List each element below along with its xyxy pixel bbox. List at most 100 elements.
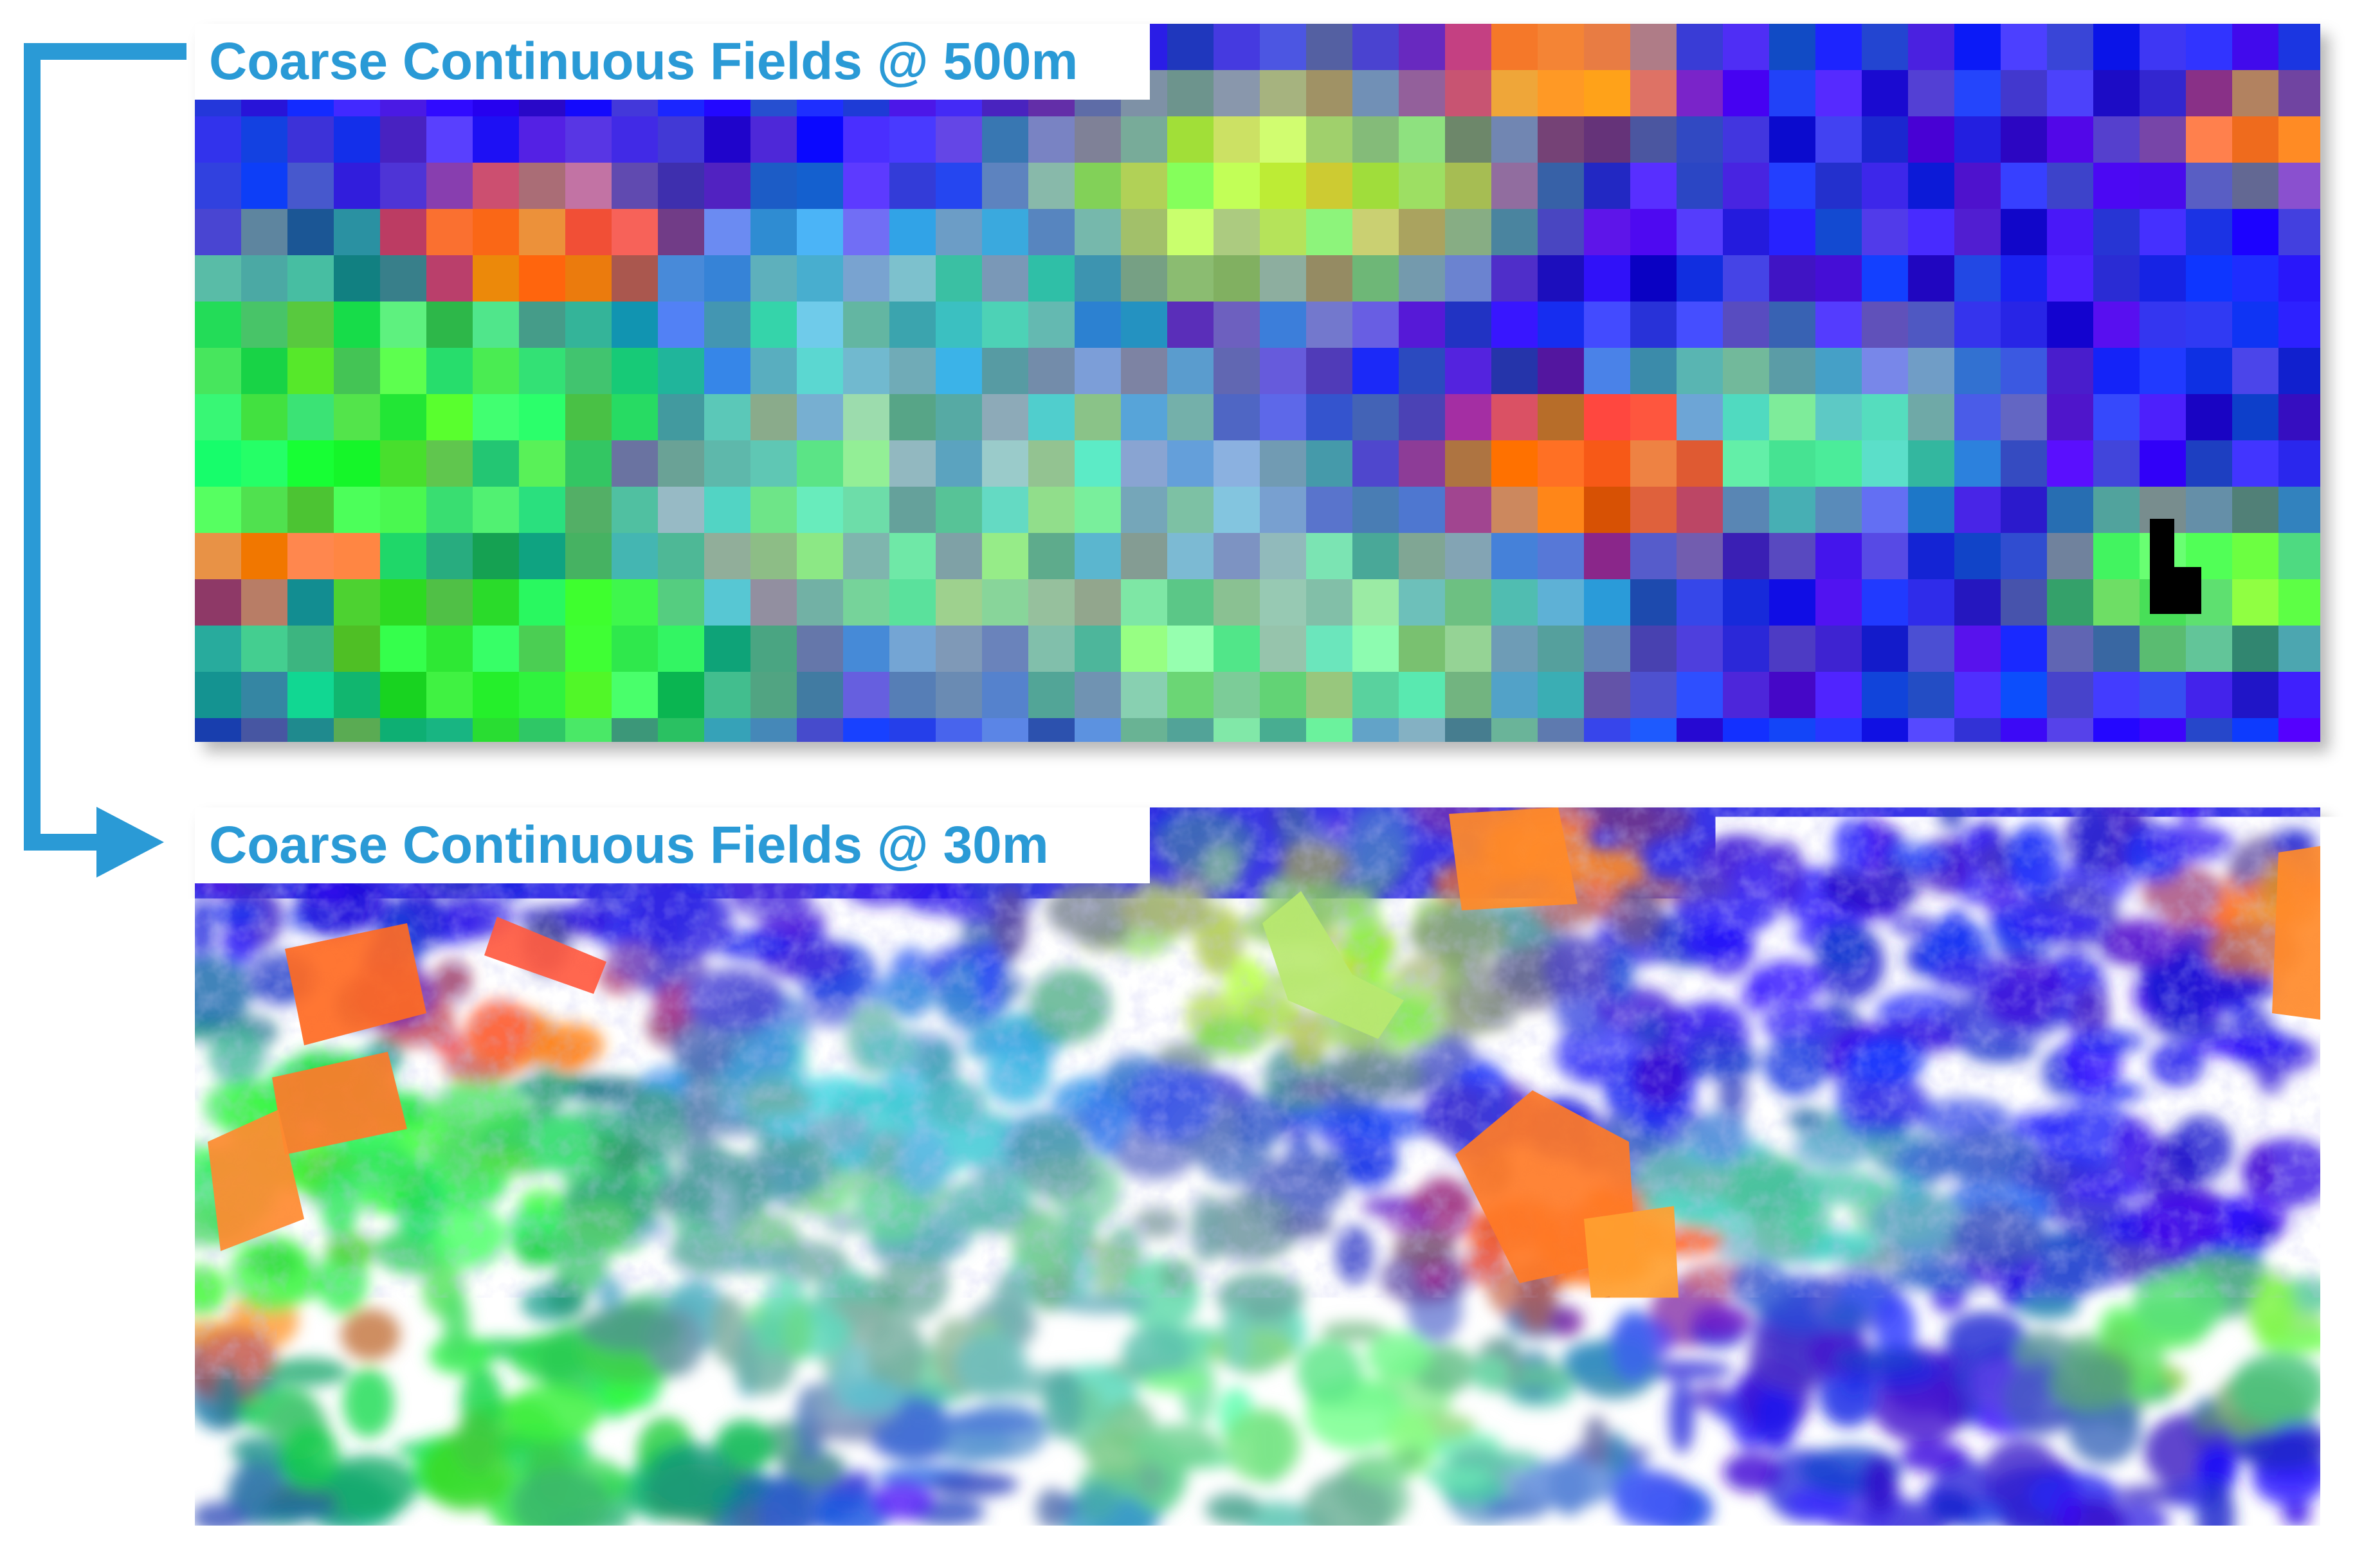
coarse-pixel [1445,163,1492,210]
coarse-pixel [1815,579,1862,626]
coarse-pixel [287,209,334,256]
coarse-pixel [2047,116,2094,163]
coarse-pixel [426,209,473,256]
coarse-pixel [565,116,612,163]
coarse-pixel [1954,116,2001,163]
coarse-pixel [1260,718,1307,742]
coarse-pixel [704,718,751,742]
coarse-pixel [2047,24,2094,71]
coarse-pixel [1260,70,1307,117]
coarse-pixel [1075,672,1122,719]
coarse-pixel [2278,718,2320,742]
coarse-pixel [1723,255,1770,302]
coarse-pixel [1445,672,1492,719]
coarse-pixel [1908,302,1955,348]
coarse-pixel [380,579,427,626]
coarse-pixel [936,579,983,626]
coarse-pixel [1584,116,1631,163]
coarse-pixel [380,626,427,672]
coarse-pixel [1121,302,1168,348]
coarse-pixel [473,348,520,395]
coarse-pixel [565,533,612,580]
coarse-pixel [982,209,1029,256]
coarse-pixel [2186,440,2233,487]
coarse-pixel [2186,718,2233,742]
coarse-pixel [2001,209,2048,256]
coarse-pixel [2093,440,2140,487]
coarse-pixel [334,718,381,742]
coarse-pixel [334,302,381,348]
coarse-pixel [1538,533,1585,580]
coarse-pixel [843,718,890,742]
coarse-pixel [380,209,427,256]
coarse-pixel [1028,672,1075,719]
coarse-pixel [1260,209,1307,256]
coarse-pixel [936,163,983,210]
coarse-pixel [2232,579,2279,626]
coarse-pixel [1538,70,1585,117]
coarse-pixel [241,487,288,534]
coarse-pixel [1723,116,1770,163]
coarse-pixel [1028,209,1075,256]
coarse-pixel [704,348,751,395]
coarse-pixel [1954,209,2001,256]
coarse-pixel [1445,255,1492,302]
coarse-pixel [1260,672,1307,719]
coarse-pixel [704,672,751,719]
coarse-pixel [1399,487,1446,534]
coarse-pixel [1399,672,1446,719]
coarse-pixel [750,209,797,256]
coarse-pixel [1121,440,1168,487]
coarse-pixel [1815,163,1862,210]
coarse-pixel [1399,718,1446,742]
coarse-pixel [1167,163,1214,210]
coarse-pixel [889,394,936,441]
coarse-pixel [704,116,751,163]
coarse-pixel [658,487,705,534]
coarse-pixel [889,302,936,348]
coarse-pixel [1260,24,1307,71]
coarse-pixel [797,348,844,395]
coarse-pixel [1677,487,1723,534]
coarse-pixel [2001,116,2048,163]
coarse-pixel [1630,348,1677,395]
coarse-pixel [241,533,288,580]
coarse-pixel [889,163,936,210]
coarse-pixel [1214,209,1260,256]
coarse-pixel [1167,718,1214,742]
coarse-pixel [1491,24,1538,71]
coarse-pixel [612,209,659,256]
coarse-pixel [2093,487,2140,534]
coarse-pixel [1584,394,1631,441]
coarse-pixel [889,718,936,742]
coarse-pixel [1815,533,1862,580]
coarse-pixel [380,302,427,348]
coarse-pixel [2278,348,2320,395]
coarse-pixel [1723,487,1770,534]
coarse-pixel [1167,487,1214,534]
coarse-pixel [1075,487,1122,534]
coarse-pixel [2093,24,2140,71]
coarse-pixel [1677,24,1723,71]
coarse-pixel [1167,116,1214,163]
coarse-pixel [1954,718,2001,742]
coarse-pixel [1723,440,1770,487]
coarse-pixel [2186,672,2233,719]
coarse-pixel [1954,163,2001,210]
coarse-pixel [2047,533,2094,580]
coarse-pixel [1491,672,1538,719]
coarse-pixel [426,672,473,719]
coarse-pixel [1908,24,1955,71]
coarse-pixel [1630,163,1677,210]
coarse-pixel [2186,394,2233,441]
coarse-pixel [1260,626,1307,672]
coarse-pixel [1908,255,1955,302]
coarse-pixel [1630,672,1677,719]
coarse-pixel [1954,533,2001,580]
coarse-pixel [750,116,797,163]
coarse-pixel [473,487,520,534]
coarse-pixel [380,533,427,580]
coarse-pixel [1028,533,1075,580]
coarse-pixel [1121,579,1168,626]
coarse-pixel [565,579,612,626]
